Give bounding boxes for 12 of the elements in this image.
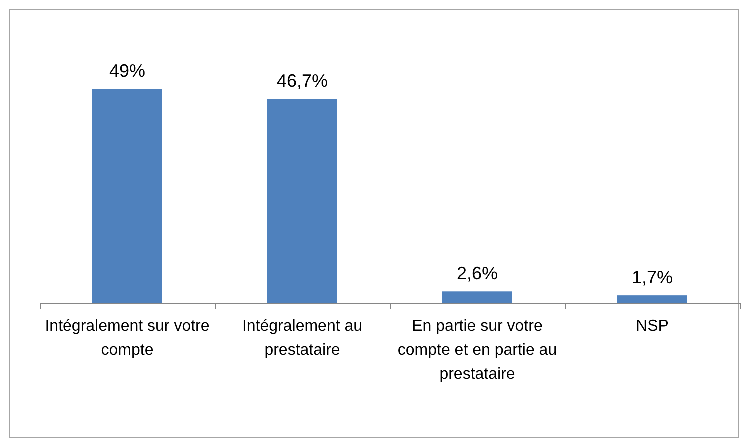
data-label: 1,7% (632, 268, 674, 288)
x-tick-label: Intégralement au prestataire (242, 318, 363, 359)
data-label: 46,7% (276, 71, 328, 92)
x-tick-label: NSP (636, 318, 669, 335)
data-label: 2,6% (456, 264, 498, 284)
bar (618, 296, 688, 303)
data-label: 49% (109, 61, 146, 81)
bar (268, 99, 338, 303)
bar (92, 89, 162, 303)
bar (442, 292, 512, 303)
x-tick-label: En partie sur votre compte et en partie au prestataire (398, 318, 558, 383)
x-tick-label: Intégralement sur votre compte (45, 318, 210, 359)
